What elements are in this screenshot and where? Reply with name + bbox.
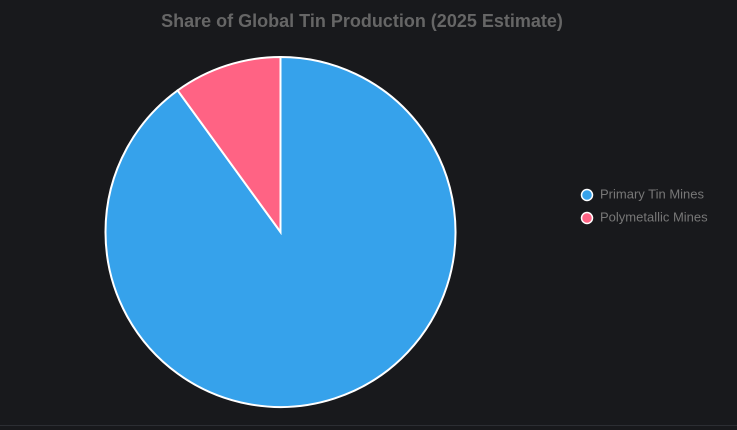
legend-label[interactable]: Polymetallic Mines bbox=[600, 209, 708, 224]
legend-marker[interactable] bbox=[580, 188, 594, 202]
legend-label[interactable]: Primary Tin Mines bbox=[600, 186, 705, 201]
legend-marker[interactable] bbox=[580, 211, 594, 225]
chart-title: Share of Global Tin Production (2025 Est… bbox=[161, 11, 563, 31]
pie-slice bbox=[176, 55, 282, 236]
